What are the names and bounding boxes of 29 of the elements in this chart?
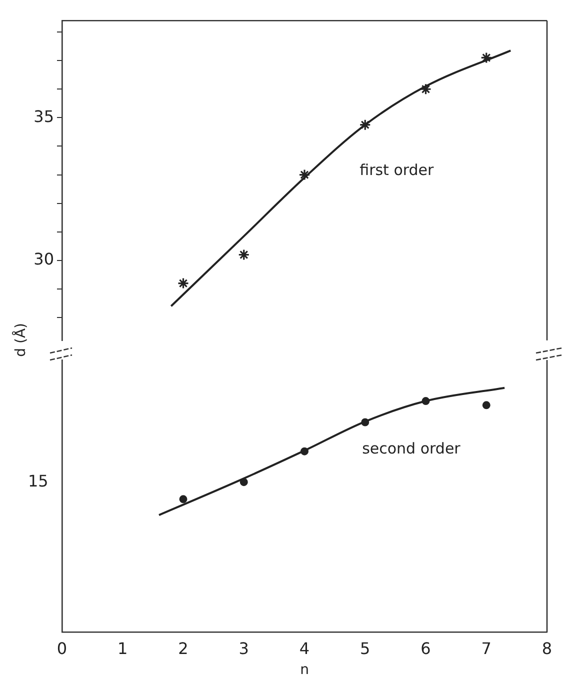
y-tick-label: 30	[34, 250, 54, 269]
x-tick-label: 0	[56, 638, 68, 658]
y-tick-label: 35	[34, 106, 54, 126]
y-axis-title: d (Å)	[12, 323, 30, 357]
x-tick-label: 4	[299, 638, 310, 658]
point	[179, 495, 188, 504]
x-tick-label: 5	[360, 638, 370, 658]
point	[482, 401, 490, 410]
line-series	[170, 50, 512, 308]
x-tick-label: 1	[118, 638, 128, 658]
x-tick-label: 7	[481, 638, 492, 658]
point	[420, 83, 432, 95]
point	[422, 397, 430, 406]
point	[300, 447, 308, 456]
annotation: first order	[360, 160, 435, 179]
point	[361, 418, 370, 426]
annotation: second order	[362, 440, 462, 458]
point	[298, 168, 310, 181]
x-tick-label: 3	[238, 638, 249, 658]
x-tick-label: 6	[420, 638, 431, 658]
text: 15	[28, 472, 48, 491]
point	[359, 119, 371, 131]
point	[240, 478, 248, 486]
point	[238, 248, 250, 261]
x-tick-label: 2	[178, 638, 188, 658]
x-axis-title: n	[300, 662, 309, 676]
point	[177, 277, 190, 290]
point	[480, 52, 492, 64]
x-tick-label: 8	[542, 638, 552, 658]
